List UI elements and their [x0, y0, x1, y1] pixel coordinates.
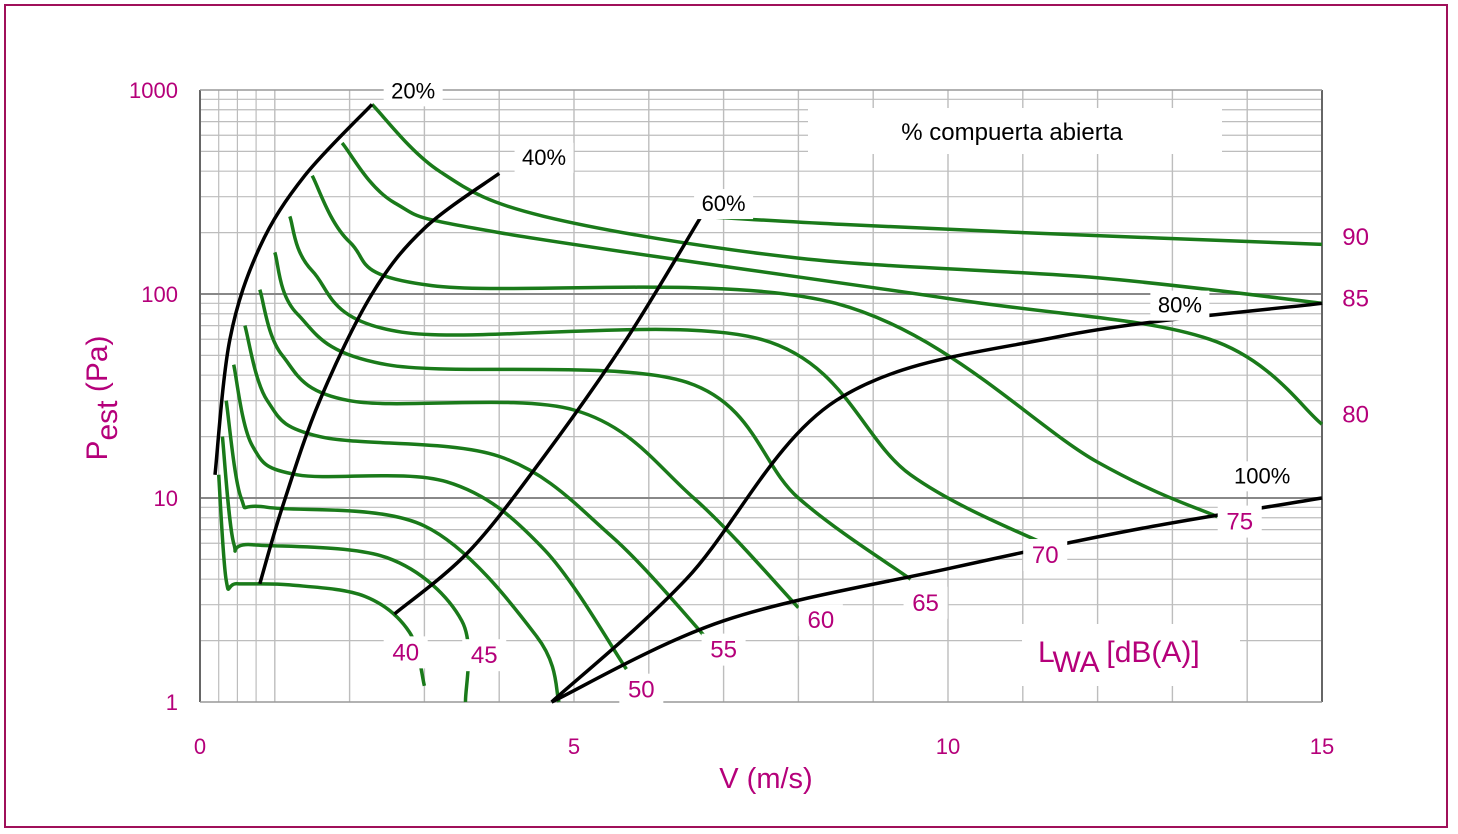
- lwa-label-bg: [903, 586, 948, 619]
- legend-box-text: % compuerta abierta: [901, 119, 1123, 146]
- x-tick-label: 5: [568, 734, 580, 759]
- y-tick-label: 1: [166, 690, 178, 715]
- grid: [199, 89, 1323, 703]
- lwa-curve-55: [231, 364, 628, 671]
- damper-label-bg: [383, 76, 443, 107]
- lwa-label-75: 75: [1226, 509, 1253, 536]
- lwa-label: LWA [dB(A)]: [1038, 636, 1200, 679]
- damper-label-bg: [1225, 461, 1300, 492]
- y-axis-title: Pest (Pa): [81, 335, 124, 460]
- y-tick-label: 1000: [129, 78, 178, 103]
- lwa-label-65: 65: [912, 590, 939, 617]
- lwa-label-bg: [798, 604, 843, 637]
- x-axis-title: V (m/s): [719, 763, 812, 795]
- lwa-label-50: 50: [628, 677, 655, 704]
- lwa-label-55: 55: [710, 637, 737, 664]
- lwa-curve-top: [701, 214, 1323, 247]
- lwa-label-bg: [383, 636, 428, 669]
- lwa-curve-75: [288, 215, 1054, 550]
- lwa-curve-65: [258, 289, 800, 609]
- damper-label-100pct: 100%: [1234, 463, 1290, 488]
- lwa-curve-60: [243, 325, 710, 642]
- lwa-curve-90: [370, 103, 1323, 306]
- lwa-label-bg: [619, 673, 664, 706]
- labels: 0 5 10 15 1 10 100 1000 20% 40% 60% 80% 100% 40 45 50 55…: [129, 76, 1378, 759]
- lwa-label-90: 90: [1342, 224, 1369, 251]
- x-tick-label: 0: [194, 734, 206, 759]
- damper-curve-80pct: [550, 301, 1323, 704]
- lwa-curve-80: [310, 174, 1219, 519]
- curves: [213, 103, 1324, 704]
- lwa-curve-85: [340, 141, 1324, 426]
- damper-curve-20pct: [213, 103, 374, 475]
- lwa-label-80: 80: [1342, 401, 1369, 428]
- legend-box: [808, 108, 1222, 154]
- lwa-label-60: 60: [807, 607, 834, 634]
- lwa-label-85: 85: [1342, 285, 1369, 312]
- lwa-label-40: 40: [392, 639, 419, 666]
- plot-area: [200, 90, 1322, 702]
- damper-label-bg: [694, 189, 754, 220]
- damper-label-80pct: 80%: [1158, 293, 1202, 318]
- damper-label-60pct: 60%: [702, 191, 746, 216]
- lwa-label-bg: [1333, 220, 1378, 253]
- y-tick-label: 100: [141, 282, 178, 307]
- damper-curve-40pct: [258, 171, 501, 585]
- lwa-curve-45: [220, 436, 471, 703]
- lwa-label-45: 45: [471, 642, 498, 669]
- damper-label-40pct: 40%: [522, 145, 566, 170]
- lwa-curve-70: [273, 251, 912, 581]
- lwa-label-bg: [701, 633, 746, 666]
- lwa-label-bg: [1333, 282, 1378, 315]
- lwa-label-box: [1022, 624, 1240, 686]
- damper-curve-60pct: [393, 215, 703, 616]
- damper-label-bg: [514, 142, 574, 173]
- lwa-label-bg: [1023, 539, 1068, 572]
- lwa-label-bg: [1217, 505, 1262, 538]
- lwa-label-bg: [462, 639, 507, 672]
- lwa-curve-50: [224, 400, 561, 703]
- lwa-label-70: 70: [1032, 542, 1059, 569]
- damper-label-bg: [1150, 290, 1210, 321]
- y-tick-label: 10: [154, 486, 178, 511]
- x-tick-label: 15: [1310, 734, 1334, 759]
- x-tick-label: 10: [936, 734, 960, 759]
- lwa-curve-40: [216, 474, 427, 687]
- damper-curve-100pct: [550, 496, 1323, 704]
- lwa-label-bg: [1333, 398, 1378, 431]
- damper-label-20pct: 20%: [391, 78, 435, 103]
